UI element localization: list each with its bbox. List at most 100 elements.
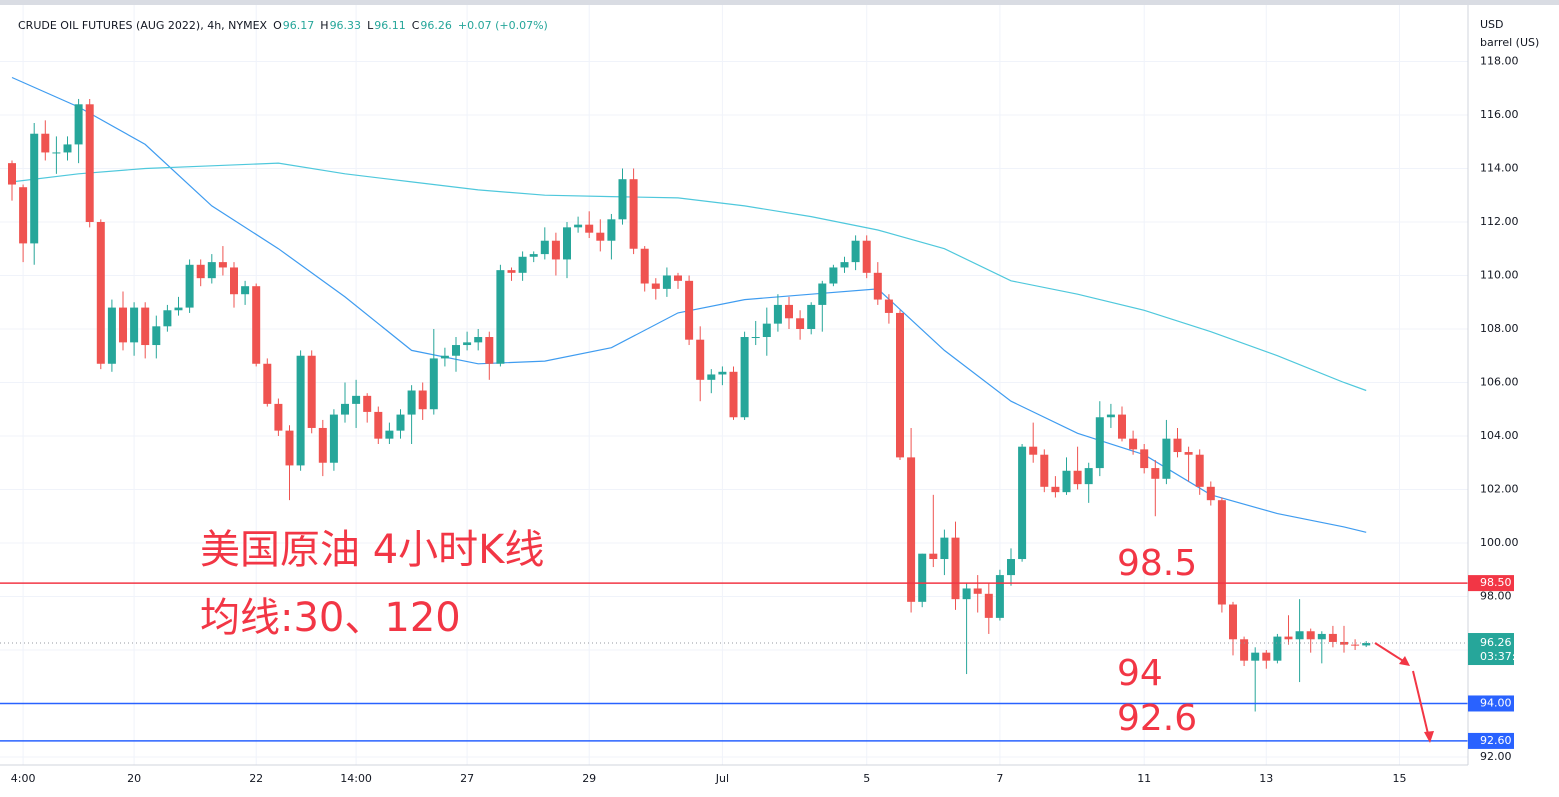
candle-body xyxy=(452,345,460,356)
candle-body xyxy=(640,248,649,284)
candle-body xyxy=(918,553,927,602)
candle-body xyxy=(19,187,28,244)
ohlc: L 96.11 xyxy=(367,19,406,32)
candle-body xyxy=(329,414,338,463)
candle-body xyxy=(474,337,483,343)
unit: barrel (US) xyxy=(1480,36,1539,49)
candle-body xyxy=(618,179,627,220)
candle-body xyxy=(507,270,516,273)
arrow-head xyxy=(1399,656,1410,666)
candle-body xyxy=(396,414,405,431)
y-tick-label: 104.00 xyxy=(1480,429,1519,442)
candle-body xyxy=(829,267,838,284)
candle-body xyxy=(1029,446,1038,455)
level-annotation: 94 xyxy=(1117,653,1163,694)
candle-body xyxy=(1240,639,1249,661)
candle-body xyxy=(785,304,793,319)
y-tick-label: 92.00 xyxy=(1480,750,1512,763)
candle-body xyxy=(429,358,438,410)
candle-body xyxy=(8,163,16,185)
candle-body xyxy=(1362,643,1371,646)
level-tag-label: 94.00 xyxy=(1480,696,1512,709)
candle-body xyxy=(174,307,183,311)
candle-body xyxy=(307,355,316,428)
candle-body xyxy=(751,337,760,339)
candle-body xyxy=(718,371,727,375)
level-tag-label: 98.50 xyxy=(1480,576,1512,589)
candle-body xyxy=(130,307,139,343)
candle-body xyxy=(230,267,238,295)
candle-body xyxy=(1018,446,1027,560)
y-tick-label: 100.00 xyxy=(1480,536,1519,549)
candle-body xyxy=(163,310,172,327)
ohlc: O 96.17 xyxy=(273,19,314,32)
y-tick-label: 110.00 xyxy=(1480,268,1519,281)
candle-body xyxy=(551,240,560,260)
unit: USD xyxy=(1480,18,1504,31)
x-tick-label: 5 xyxy=(863,772,870,785)
candle-body xyxy=(607,219,616,241)
candle-body xyxy=(1306,631,1315,640)
candle-body xyxy=(907,457,916,602)
candle-body xyxy=(485,337,494,364)
candle-body xyxy=(1073,470,1082,485)
candle-body xyxy=(1206,486,1215,501)
candle-body xyxy=(318,427,327,463)
ohlc-value: 96.11 xyxy=(374,19,406,32)
candle-body xyxy=(585,224,594,233)
candle-body xyxy=(973,588,982,594)
candle-body xyxy=(1351,644,1360,646)
candle-body xyxy=(1151,468,1160,479)
ohlc-label: C xyxy=(411,19,420,32)
ohlc: C 96.26 xyxy=(412,19,452,32)
candle-body xyxy=(962,588,971,600)
y-tick-label: 118.00 xyxy=(1480,54,1519,67)
candle-body xyxy=(563,227,571,260)
candle-body xyxy=(1051,486,1060,493)
candle-body xyxy=(418,390,427,410)
ohlc-value: 96.33 xyxy=(329,19,362,32)
candle-body xyxy=(662,275,671,289)
candle-body xyxy=(74,104,83,145)
candle-body xyxy=(773,304,782,324)
ohlc-label: L xyxy=(367,19,374,32)
candle-body xyxy=(1084,468,1093,485)
candle-body xyxy=(185,264,194,308)
candle-body xyxy=(1129,438,1138,450)
candle-body xyxy=(152,326,161,346)
candle-body xyxy=(1217,500,1226,605)
candle-body xyxy=(862,240,871,273)
candle-body xyxy=(685,280,694,340)
header: CRUDE OIL FUTURES (AUG 2022), 4h, NYMEX … xyxy=(18,19,548,32)
candle-body xyxy=(674,275,682,281)
candle-body xyxy=(385,430,394,439)
candle-body xyxy=(1262,652,1271,661)
candle-body xyxy=(884,299,893,313)
arrow-head xyxy=(1424,731,1434,743)
candle-body xyxy=(696,339,705,380)
candle-body xyxy=(1040,454,1049,487)
candle-body xyxy=(574,224,583,228)
moving-average-line xyxy=(11,76,1367,533)
x-tick-label: 20 xyxy=(127,772,141,785)
level-annotation: 92.6 xyxy=(1117,698,1197,739)
candle-body xyxy=(63,144,72,153)
level-tag-label: 92.60 xyxy=(1480,734,1512,747)
candle-body xyxy=(41,133,50,153)
x-tick-label: 14:00 xyxy=(340,772,372,785)
candle-body xyxy=(1251,652,1260,661)
candle-body xyxy=(873,272,882,300)
candle-body xyxy=(840,262,849,268)
ohlc-label: H xyxy=(320,19,329,32)
candle-body xyxy=(1328,633,1337,642)
arrow xyxy=(1412,670,1430,739)
candle-body xyxy=(252,286,261,364)
candle-body xyxy=(285,430,294,466)
candle-body xyxy=(196,264,205,279)
candle-body xyxy=(984,593,993,618)
annotation: 美国原油 4小时K线 xyxy=(200,527,544,573)
candle-body xyxy=(141,307,150,346)
candle-body xyxy=(707,374,716,380)
axes: 92.0094.0096.0098.00100.00102.00104.0010… xyxy=(11,54,1530,785)
